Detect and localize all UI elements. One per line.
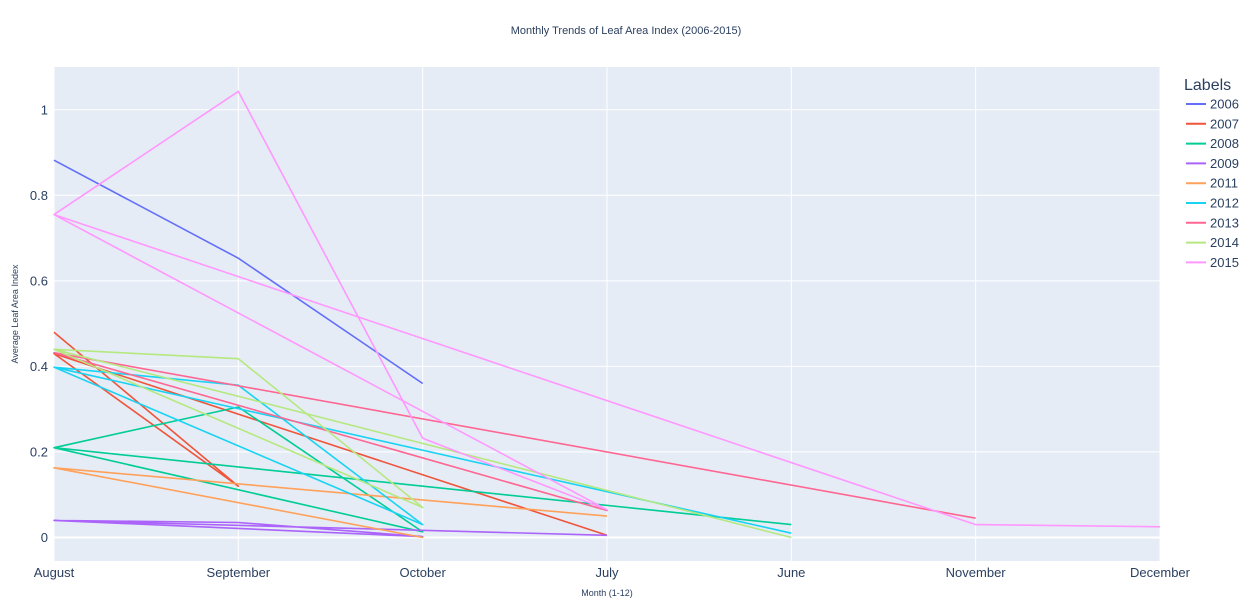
- y-tick-label: 0: [41, 530, 48, 545]
- legend-label-2008[interactable]: 2008: [1210, 136, 1239, 151]
- y-axis-ticks: 0 0.2 0.4 0.6 0.8 1: [30, 102, 48, 545]
- legend-label-2006[interactable]: 2006: [1210, 97, 1239, 112]
- x-tick-label: July: [595, 565, 619, 580]
- y-tick-label: 1: [41, 102, 48, 117]
- series-lines: [53, 90, 1161, 539]
- y-tick-label: 0.8: [30, 188, 48, 203]
- chart-title: Monthly Trends of Leaf Area Index (2006-…: [511, 25, 742, 37]
- x-tick-label: November: [946, 565, 1007, 580]
- x-tick-label: September: [207, 565, 271, 580]
- y-axis-title: Average Leaf Area Index: [10, 264, 20, 363]
- series-line-2006: [53, 159, 424, 385]
- x-tick-label: June: [777, 565, 805, 580]
- y-tick-label: 0.2: [30, 444, 48, 459]
- legend-label-2009[interactable]: 2009: [1210, 156, 1239, 171]
- series-line-2011: [53, 466, 608, 539]
- x-tick-label: August: [34, 565, 75, 580]
- legend-label-2013[interactable]: 2013: [1210, 215, 1239, 230]
- series-line-2014: [53, 348, 792, 539]
- legend-label-2011[interactable]: 2011: [1210, 176, 1238, 191]
- series-line-2008: [53, 406, 792, 533]
- x-axis-title: Month (1-12): [581, 588, 633, 598]
- series-line-2015: [53, 90, 1161, 528]
- series-line-2007: [53, 331, 608, 537]
- x-tick-label: December: [1130, 565, 1191, 580]
- x-tick-label: October: [400, 565, 447, 580]
- series-line-2013: [53, 351, 976, 519]
- legend-label-2012[interactable]: 2012: [1210, 196, 1239, 211]
- y-tick-label: 0.6: [30, 273, 48, 288]
- x-axis-ticks: August September October July June November De…: [34, 565, 1191, 580]
- grid-lines: [53, 67, 1161, 561]
- y-tick-label: 0.4: [30, 359, 48, 374]
- legend-label-2015[interactable]: 2015: [1210, 255, 1239, 270]
- legend: Labels 2006 2007 2008 2009 2011 2012 2013 2014 2…: [1184, 77, 1239, 270]
- legend-title: Labels: [1184, 77, 1231, 94]
- legend-label-2014[interactable]: 2014: [1210, 235, 1239, 250]
- legend-label-2007[interactable]: 2007: [1210, 116, 1239, 131]
- series-line-2009: [53, 519, 608, 538]
